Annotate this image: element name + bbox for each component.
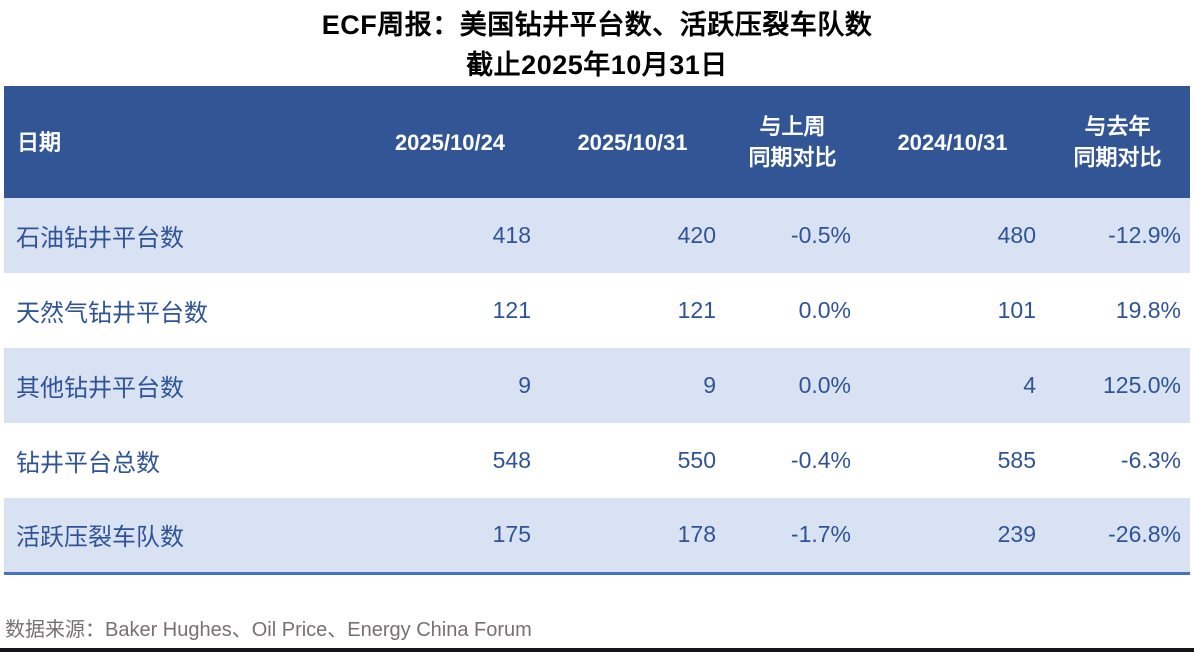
report-title: ECF周报：美国钻井平台数、活跃压裂车队数 <box>321 10 873 40</box>
cell-wow-change: -0.5% <box>790 222 851 248</box>
cell-last-year: 585 <box>997 447 1036 473</box>
rig-count-table: 日期 2025/10/24 2025/10/31 与上周 同期对比 2024/1… <box>4 86 1190 575</box>
row-label: 钻井平台总数 <box>16 450 160 477</box>
cell-last-year: 480 <box>997 222 1036 248</box>
table-row-oil-rigs: 石油钻井平台数 418 420 -0.5% 480 -12.9% <box>4 198 1190 273</box>
cell-prev-week: 9 <box>518 372 531 398</box>
row-label: 活跃压裂车队数 <box>16 524 184 552</box>
data-source-note: 数据来源：Baker Hughes、Oil Price、Energy China… <box>5 618 532 641</box>
table-row-total-rigs: 钻井平台总数 548 550 -0.4% 585 -6.3% <box>4 423 1190 498</box>
cell-prev-week: 418 <box>492 222 531 248</box>
cell-last-year: 239 <box>997 521 1036 548</box>
cell-wow-change: -1.7% <box>790 521 851 548</box>
header-2025-10-24: 2025/10/24 <box>360 86 540 198</box>
report-subtitle: 截止2025年10月31日 <box>466 50 728 80</box>
bottom-divider <box>0 648 1194 652</box>
table-row-frac-fleets: 活跃压裂车队数 175 178 -1.7% 239 -26.8% <box>4 498 1190 573</box>
cell-last-year: 4 <box>1023 372 1036 398</box>
cell-yoy-change: -6.3% <box>1120 447 1181 473</box>
header-date: 日期 <box>4 86 360 198</box>
cell-yoy-change: -26.8% <box>1108 521 1181 548</box>
cell-wow-change: 0.0% <box>798 372 851 398</box>
header-wow-line1: 与上周 <box>759 114 826 139</box>
cell-wow-change: -0.4% <box>790 447 851 473</box>
header-wow-line2: 同期对比 <box>748 145 837 170</box>
table-header-row: 日期 2025/10/24 2025/10/31 与上周 同期对比 2024/1… <box>4 86 1190 198</box>
header-year-over-year: 与去年 同期对比 <box>1045 86 1190 198</box>
header-yoy-line1: 与去年 <box>1084 114 1151 139</box>
header-week-over-week: 与上周 同期对比 <box>725 86 860 198</box>
cell-prev-week: 121 <box>492 297 531 323</box>
table-row-gas-rigs: 天然气钻井平台数 121 121 0.0% 101 19.8% <box>4 273 1190 348</box>
cell-this-week: 550 <box>677 447 716 473</box>
cell-yoy-change: -12.9% <box>1108 222 1181 248</box>
cell-yoy-change: 125.0% <box>1102 372 1181 398</box>
report-header: ECF周报：美国钻井平台数、活跃压裂车队数 截止2025年10月31日 <box>0 0 1194 85</box>
cell-this-week: 9 <box>703 372 716 398</box>
cell-prev-week: 548 <box>492 447 531 473</box>
cell-wow-change: 0.0% <box>798 297 851 323</box>
header-yoy-line2: 同期对比 <box>1073 145 1162 170</box>
cell-prev-week: 175 <box>492 521 531 548</box>
cell-last-year: 101 <box>997 297 1036 323</box>
cell-this-week: 121 <box>677 297 716 323</box>
row-label: 其他钻井平台数 <box>16 375 184 402</box>
header-2024-10-31: 2024/10/31 <box>860 86 1045 198</box>
table-row-other-rigs: 其他钻井平台数 9 9 0.0% 4 125.0% <box>4 348 1190 423</box>
cell-this-week: 178 <box>677 521 716 548</box>
row-label: 天然气钻井平台数 <box>16 300 208 327</box>
header-2025-10-31: 2025/10/31 <box>540 86 725 198</box>
cell-yoy-change: 19.8% <box>1115 297 1181 323</box>
row-label: 石油钻井平台数 <box>16 225 184 252</box>
cell-this-week: 420 <box>677 222 716 248</box>
